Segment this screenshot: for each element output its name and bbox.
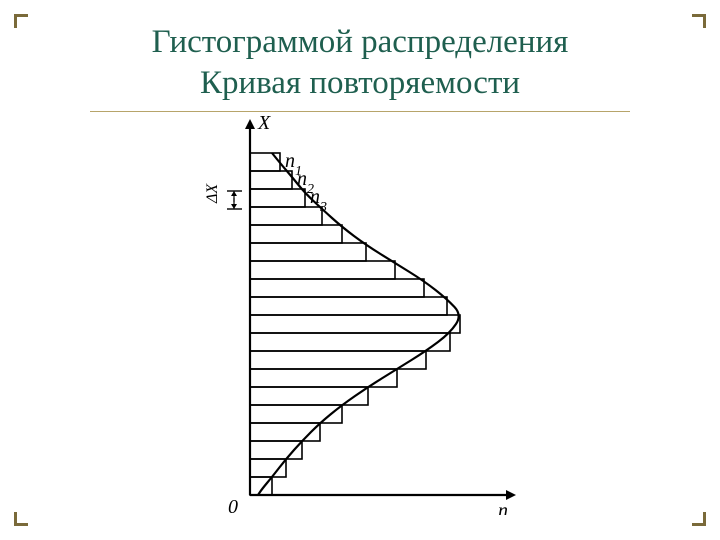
slide-title: Гистограммой распределения Кривая повтор… [0,0,720,112]
svg-text:X: X [257,115,271,134]
svg-text:0: 0 [228,496,238,515]
histogram-diagram: Xn0n1n2n3ΔX [200,115,520,515]
corner-br [692,512,706,526]
svg-text:ΔX: ΔX [204,183,221,204]
svg-text:n3: n3 [310,186,327,215]
title-line1: Гистограммой распределения [152,24,569,60]
svg-text:n: n [498,500,508,515]
title-line2: Кривая повторяемости [200,65,520,101]
corner-bl [14,512,28,526]
corner-tl [14,14,28,28]
title-underline [90,111,630,112]
corner-tr [692,14,706,28]
diagram-svg: Xn0n1n2n3ΔX [200,115,520,515]
